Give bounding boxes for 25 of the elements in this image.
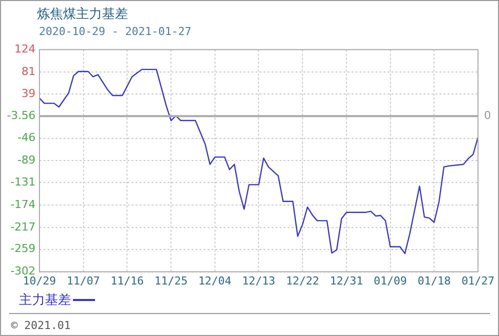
x-tick-label: 11/16: [110, 274, 144, 288]
x-tick-label: 12/13: [242, 274, 276, 288]
chart-subtitle: 2020-10-29 - 2021-01-27: [39, 25, 192, 38]
x-tick-label: 12/31: [330, 274, 363, 288]
legend-label: 主力基差: [19, 292, 71, 309]
x-tick-label: 11/07: [66, 274, 100, 288]
x-tick-label: 12/22: [286, 274, 320, 288]
y-tick-label: 81: [21, 64, 36, 78]
y-tick-label: 124: [14, 42, 36, 56]
y-tick-label: -259: [10, 242, 36, 256]
x-tick-label: 12/04: [198, 274, 232, 288]
text: © 2021.01: [11, 319, 71, 332]
y-tick-label: -89: [17, 154, 36, 167]
y-tick-label: -3.56: [6, 108, 36, 122]
y-tick-label: -46: [17, 131, 36, 144]
x-tick-label: 01/18: [418, 274, 451, 288]
y-tick-label: -217: [10, 220, 36, 234]
y-tick-label: 39: [21, 86, 36, 100]
text: 0: [484, 108, 491, 122]
x-tick-label: 01/09: [374, 274, 407, 288]
x-tick-label: 11/25: [154, 274, 188, 288]
y-tick-label: -131: [10, 175, 36, 188]
y-tick-label: -174: [10, 198, 36, 211]
chart-title: 炼焦煤主力基差: [37, 6, 128, 23]
x-tick-label: 01/27: [461, 274, 495, 288]
